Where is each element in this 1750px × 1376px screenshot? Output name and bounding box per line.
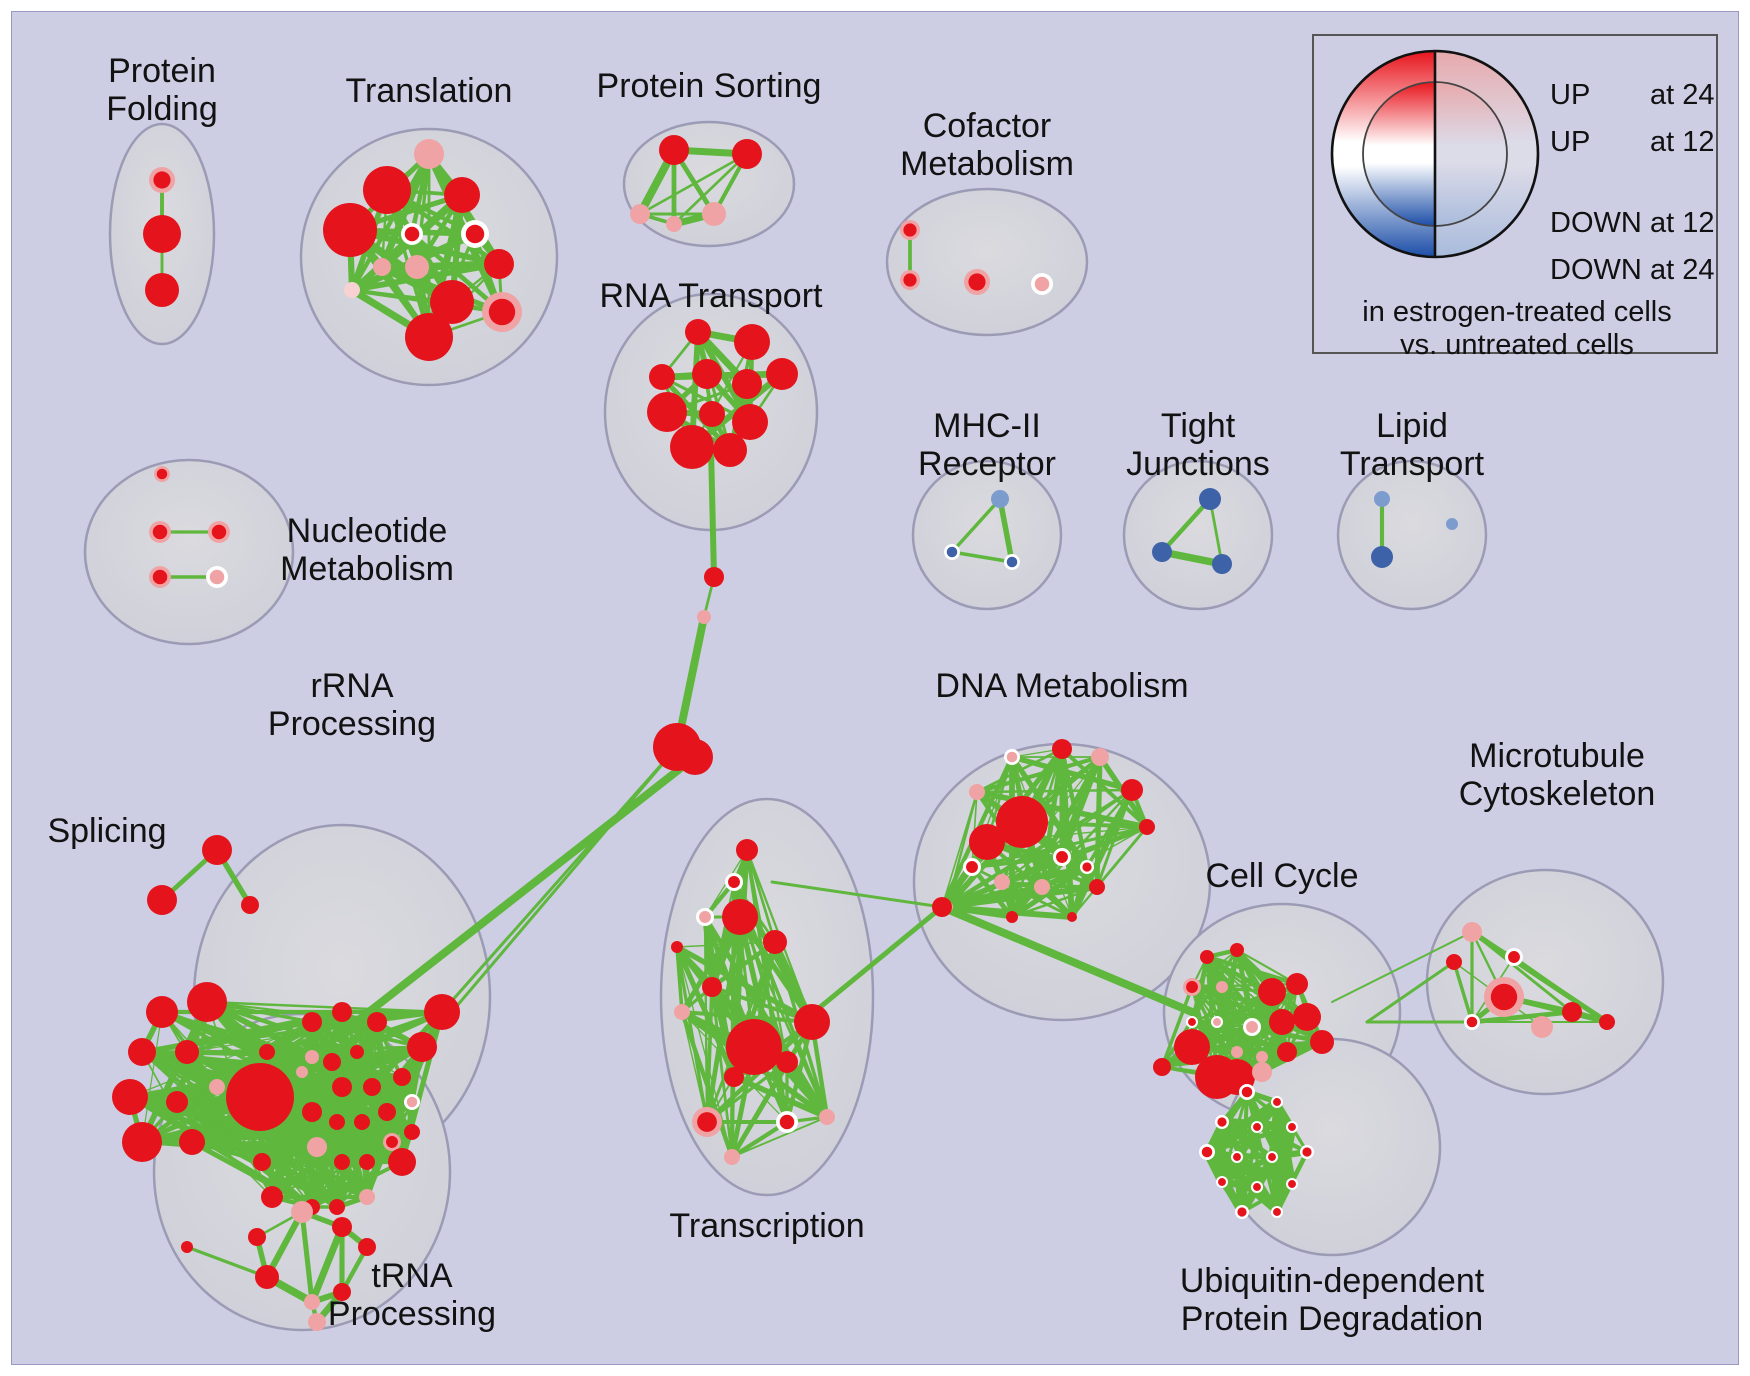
svg-text:at 24 hrs: at 24 hrs bbox=[1650, 254, 1720, 286]
svg-text:vs. untreated cells: vs. untreated cells bbox=[1400, 329, 1634, 356]
svg-text:UP: UP bbox=[1550, 79, 1590, 111]
svg-text:UP: UP bbox=[1550, 126, 1590, 158]
svg-text:DOWN: DOWN bbox=[1550, 207, 1642, 239]
svg-text:at 12 hrs: at 12 hrs bbox=[1650, 207, 1720, 239]
svg-text:at 24 hrs: at 24 hrs bbox=[1650, 79, 1720, 111]
svg-text:in estrogen-treated cells: in estrogen-treated cells bbox=[1362, 296, 1672, 328]
svg-text:at 12 hrs: at 12 hrs bbox=[1650, 126, 1720, 158]
svg-text:DOWN: DOWN bbox=[1550, 254, 1642, 286]
